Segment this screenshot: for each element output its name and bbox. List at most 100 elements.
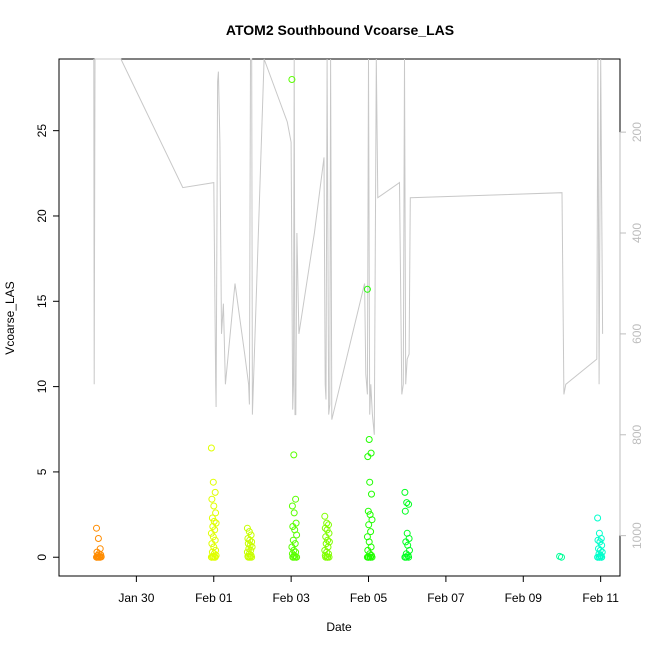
data-point: [288, 502, 296, 510]
data-point: [248, 543, 256, 551]
data-point: [364, 453, 372, 461]
data-point: [401, 553, 409, 561]
data-point: [322, 553, 330, 561]
data-point: [246, 553, 254, 561]
data-point: [364, 546, 372, 554]
y-axis-right: 200 400 600 800 1000: [619, 122, 644, 549]
data-point: [292, 519, 300, 527]
data-point: [323, 519, 331, 527]
right-tick-label: 800: [630, 424, 644, 444]
data-point: [594, 514, 602, 522]
altitude-line: [93, 58, 604, 435]
data-point: [93, 553, 101, 561]
y-tick-label: 25: [35, 124, 49, 138]
right-tick-label: 600: [630, 324, 644, 344]
data-point: [94, 535, 102, 542]
data-point: [211, 488, 219, 496]
y-tick-label: 10: [35, 380, 49, 394]
data-point: [366, 478, 374, 486]
x-axis-label: Date: [326, 620, 352, 634]
y-tick-label: 20: [35, 209, 49, 223]
scatter-points-layer: [93, 76, 606, 561]
data-point: [367, 543, 375, 551]
data-point: [365, 521, 373, 529]
data-point: [594, 553, 602, 561]
data-point: [246, 541, 254, 549]
data-point: [243, 524, 251, 532]
data-point: [207, 529, 215, 537]
data-point: [324, 553, 332, 561]
data-point: [248, 538, 256, 546]
data-point: [363, 553, 371, 561]
data-point: [212, 509, 220, 517]
x-tick-label: Jan 30: [118, 591, 154, 605]
data-point: [290, 509, 298, 517]
x-axis: Jan 30 Feb 01 Feb 03 Feb 05 Feb 07 Feb 09 Feb …: [118, 575, 619, 605]
data-point: [247, 546, 255, 554]
data-point: [289, 553, 297, 561]
data-point: [244, 553, 252, 561]
data-point: [363, 285, 371, 293]
x-tick-label: Feb 05: [350, 591, 388, 605]
data-point: [293, 531, 301, 539]
data-point: [245, 528, 253, 536]
data-point: [364, 507, 372, 515]
y-axis-label: Vcoarse_LAS: [3, 281, 17, 354]
data-point: [596, 546, 604, 554]
data-point: [597, 535, 605, 542]
x-tick-label: Feb 07: [427, 591, 465, 605]
data-point: [322, 540, 330, 548]
data-point: [210, 517, 218, 525]
altitude-line-layer: [93, 58, 604, 435]
plot-frame: [58, 58, 621, 577]
data-point: [245, 545, 253, 553]
x-tick-label: Feb 03: [272, 591, 310, 605]
data-point: [208, 553, 216, 561]
data-point: [96, 553, 104, 561]
data-point: [596, 538, 604, 546]
data-point: [209, 478, 217, 486]
data-point: [405, 500, 413, 508]
data-point: [367, 528, 375, 536]
right-tick-label: 1000: [630, 522, 644, 549]
data-point: [594, 536, 602, 544]
data-point: [293, 553, 301, 561]
data-point: [321, 524, 329, 532]
data-point: [93, 524, 100, 532]
data-point: [292, 495, 300, 503]
data-point: [401, 507, 409, 515]
data-point: [324, 536, 332, 544]
data-point: [290, 451, 298, 459]
data-point: [368, 516, 376, 524]
x-tick-label: Feb 09: [505, 591, 543, 605]
data-point: [210, 502, 218, 510]
data-point: [321, 512, 329, 520]
data-point: [209, 533, 217, 541]
data-point: [323, 526, 331, 534]
y-tick-label: 5: [35, 468, 49, 475]
right-tick-label: 400: [630, 223, 644, 243]
x-tick-label: Feb 01: [195, 591, 233, 605]
data-point: [208, 540, 216, 548]
y-tick-label: 0: [35, 554, 49, 561]
y-tick-label: 15: [35, 294, 49, 308]
data-point: [402, 538, 410, 546]
data-point: [288, 76, 296, 83]
y-axis-left: 0 5 10 15 20 25: [35, 124, 60, 561]
data-point: [290, 546, 298, 554]
data-point: [401, 488, 409, 496]
data-point: [289, 523, 297, 530]
data-point: [367, 553, 375, 561]
chart-title: ATOM2 Southbound Vcoarse_LAS: [226, 22, 454, 38]
data-point: [405, 553, 413, 561]
data-point: [288, 543, 296, 551]
data-point: [209, 523, 217, 530]
data-point: [211, 553, 219, 561]
data-point: [207, 444, 215, 452]
data-point: [210, 543, 218, 551]
data-point: [368, 490, 375, 498]
data-point: [208, 514, 216, 522]
data-point: [405, 535, 413, 542]
data-point: [208, 495, 216, 503]
